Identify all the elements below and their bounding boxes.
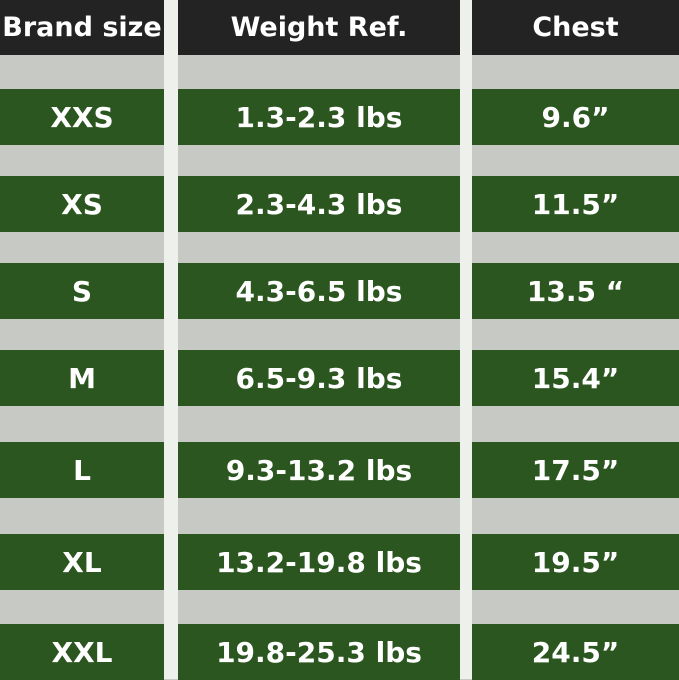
cell-chest: 9.6”: [472, 89, 679, 145]
cell-size: S: [0, 263, 164, 319]
cell-weight: 2.3-4.3 lbs: [178, 176, 460, 232]
cell-chest: 19.5”: [472, 534, 679, 590]
header-weight: Weight Ref.: [178, 0, 460, 55]
cell-size: XXL: [0, 624, 164, 680]
size-column: Brand size XXS XS S M L XL XXL: [0, 0, 164, 680]
cell-chest: 17.5”: [472, 442, 679, 498]
cell-weight: 13.2-19.8 lbs: [178, 534, 460, 590]
weight-column: Weight Ref. 1.3-2.3 lbs 2.3-4.3 lbs 4.3-6.5…: [178, 0, 460, 680]
column-divider: [164, 0, 178, 679]
cell-weight: 6.5-9.3 lbs: [178, 350, 460, 406]
cell-chest: 11.5”: [472, 176, 679, 232]
chest-column: Chest 9.6” 11.5” 13.5 “ 15.4” 17.5” 19.5” 24.5”: [472, 0, 679, 680]
cell-weight: 9.3-13.2 lbs: [178, 442, 460, 498]
column-divider: [460, 0, 472, 679]
cell-size: XS: [0, 176, 164, 232]
header-brand-size: Brand size: [0, 0, 164, 55]
cell-size: L: [0, 442, 164, 498]
cell-size: M: [0, 350, 164, 406]
cell-weight: 4.3-6.5 lbs: [178, 263, 460, 319]
cell-weight: 19.8-25.3 lbs: [178, 624, 460, 680]
cell-weight: 1.3-2.3 lbs: [178, 89, 460, 145]
cell-chest: 15.4”: [472, 350, 679, 406]
cell-size: XL: [0, 534, 164, 590]
cell-chest: 24.5”: [472, 624, 679, 680]
header-chest: Chest: [472, 0, 679, 55]
cell-size: XXS: [0, 89, 164, 145]
cell-chest: 13.5 “: [472, 263, 679, 319]
